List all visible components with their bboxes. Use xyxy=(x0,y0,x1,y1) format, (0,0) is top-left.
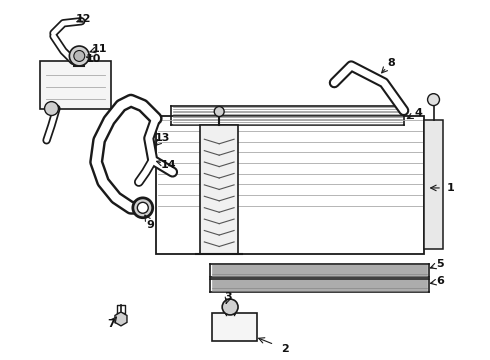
Bar xyxy=(156,116,424,255)
Text: 13: 13 xyxy=(155,133,171,143)
Bar xyxy=(424,121,443,249)
Text: 12: 12 xyxy=(75,14,91,24)
Circle shape xyxy=(428,94,440,105)
Circle shape xyxy=(214,107,224,117)
Circle shape xyxy=(70,46,89,66)
Bar xyxy=(200,125,238,255)
Bar xyxy=(40,61,111,109)
Text: 10: 10 xyxy=(85,54,101,64)
Text: 9: 9 xyxy=(147,220,155,230)
Text: 7: 7 xyxy=(107,319,115,329)
Text: 14: 14 xyxy=(161,160,176,170)
Text: 8: 8 xyxy=(387,58,395,68)
Circle shape xyxy=(74,50,85,62)
Text: 2: 2 xyxy=(281,344,289,354)
Text: 3: 3 xyxy=(224,292,232,302)
Text: 11: 11 xyxy=(91,44,107,54)
Circle shape xyxy=(137,202,148,213)
Text: 5: 5 xyxy=(437,259,444,269)
Text: 4: 4 xyxy=(415,108,422,117)
Circle shape xyxy=(45,102,58,116)
Text: 1: 1 xyxy=(446,183,454,193)
Circle shape xyxy=(133,198,153,218)
Text: 6: 6 xyxy=(437,276,444,286)
Circle shape xyxy=(222,299,238,315)
Bar xyxy=(212,313,257,341)
